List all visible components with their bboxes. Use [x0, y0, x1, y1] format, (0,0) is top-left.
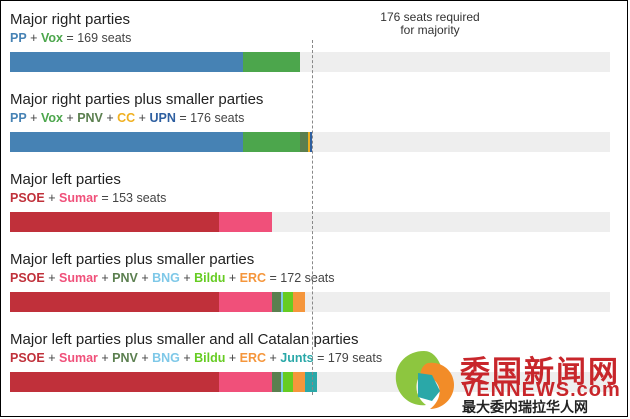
plus-sign: + [62, 111, 78, 125]
bar-segment-vox [243, 52, 300, 72]
bar-segment-psoe [10, 292, 220, 312]
watermark-tagline: 最大委内瑞拉华人网 [462, 399, 588, 415]
equals-sign: = [62, 31, 78, 45]
plus-sign: + [102, 111, 118, 125]
equals-sign: = [175, 111, 191, 125]
watermark-title: 委国新闻网 [460, 356, 620, 389]
bar-segment-pnv [272, 372, 281, 392]
plus-sign: + [179, 271, 195, 285]
majority-label-line-1: 176 seats required [380, 10, 480, 24]
bar-segment-pnv [272, 292, 281, 312]
row-formula: PP + Vox = 169 seats [10, 31, 131, 45]
row-total-seats: 172 seats [280, 271, 335, 285]
party-name-vox: Vox [40, 31, 63, 45]
party-name-pnv: PNV [112, 271, 138, 285]
party-name-bng: BNG [152, 271, 180, 285]
party-name-psoe: PSOE [10, 271, 45, 285]
row-title: Major left parties plus smaller parties [10, 251, 255, 268]
bar-segment-psoe [10, 372, 220, 392]
plus-sign: + [225, 351, 240, 365]
bar-segment-psoe [10, 212, 220, 232]
row-formula: PSOE + Sumar + PNV + BNG + Bildu + ERC =… [10, 271, 335, 285]
bar-segment-pp [10, 132, 244, 152]
watermark-url: VENNEWS.com [462, 379, 621, 401]
party-name-pnv: PNV [77, 111, 103, 125]
bar-segment-bildu [282, 372, 293, 392]
plus-sign: + [137, 271, 153, 285]
bar-track [10, 132, 610, 152]
row-formula: PP + Vox + PNV + CC + UPN = 176 seats [10, 111, 244, 125]
party-name-upn: UPN [149, 111, 176, 125]
plus-sign: + [97, 351, 113, 365]
bar-segment-junts [304, 372, 317, 392]
party-name-junts: Junts [280, 351, 314, 365]
row-title: Major right parties plus smaller parties [10, 91, 264, 108]
party-name-bildu: Bildu [194, 351, 226, 365]
majority-threshold-line [311, 40, 313, 395]
plus-sign: + [137, 351, 153, 365]
party-name-sumar: Sumar [59, 271, 98, 285]
bar-segment-erc [292, 372, 305, 392]
party-name-erc: ERC [239, 271, 267, 285]
bar-segment-pnv [299, 132, 309, 152]
party-name-pp: PP [10, 111, 27, 125]
row-formula: PSOE + Sumar = 153 seats [10, 191, 166, 205]
plus-sign: + [26, 31, 41, 45]
party-name-psoe: PSOE [10, 191, 45, 205]
party-name-sumar: Sumar [59, 351, 98, 365]
row-title: Major left parties plus smaller and all … [10, 331, 359, 348]
row-total-seats: 169 seats [77, 31, 132, 45]
party-name-bildu: Bildu [194, 271, 226, 285]
bar-segment-bng [280, 292, 283, 312]
plus-sign: + [26, 111, 41, 125]
bar-segment-sumar [219, 212, 273, 232]
plus-sign: + [97, 271, 113, 285]
bar-segment-cc [308, 132, 310, 152]
party-name-psoe: PSOE [10, 351, 45, 365]
bar-track [10, 372, 610, 392]
plus-sign: + [266, 351, 281, 365]
plus-sign: + [135, 111, 150, 125]
party-name-bng: BNG [152, 351, 180, 365]
bar-segment-vox [243, 132, 300, 152]
equals-sign: = [313, 351, 328, 365]
majority-label-line-2: for majority [400, 23, 460, 37]
bar-track [10, 212, 610, 232]
bar-segment-sumar [219, 292, 273, 312]
bar-segment-bng [280, 372, 283, 392]
plus-sign: + [44, 351, 59, 365]
row-title: Major right parties [10, 11, 131, 28]
bar-track [10, 292, 610, 312]
row-title: Major left parties [10, 171, 121, 188]
equals-sign: = [266, 271, 281, 285]
row-total-seats: 179 seats [327, 351, 383, 365]
plus-sign: + [225, 271, 240, 285]
party-name-pp: PP [10, 31, 27, 45]
row-formula: PSOE + Sumar + PNV + BNG + Bildu + ERC +… [10, 351, 382, 365]
bar-segment-sumar [219, 372, 273, 392]
row-total-seats: 153 seats [112, 191, 167, 205]
plus-sign: + [179, 351, 195, 365]
party-name-vox: Vox [40, 111, 63, 125]
row-total-seats: 176 seats [190, 111, 245, 125]
plus-sign: + [44, 271, 59, 285]
equals-sign: = [97, 191, 113, 205]
bar-segment-pp [10, 52, 244, 72]
plus-sign: + [44, 191, 59, 205]
party-name-sumar: Sumar [59, 191, 98, 205]
majority-threshold-label: 176 seats required for majority [350, 11, 510, 37]
watermark: 委国新闻网 VENNEWS.com 最大委内瑞拉华人网 [388, 345, 628, 417]
watermark-logo-icon [395, 351, 454, 409]
bar-track [10, 52, 610, 72]
party-name-pnv: PNV [112, 351, 138, 365]
bar-segment-upn [310, 132, 312, 152]
bar-segment-bildu [282, 292, 293, 312]
party-name-erc: ERC [239, 351, 267, 365]
party-name-cc: CC [117, 111, 136, 125]
bar-segment-erc [292, 292, 305, 312]
